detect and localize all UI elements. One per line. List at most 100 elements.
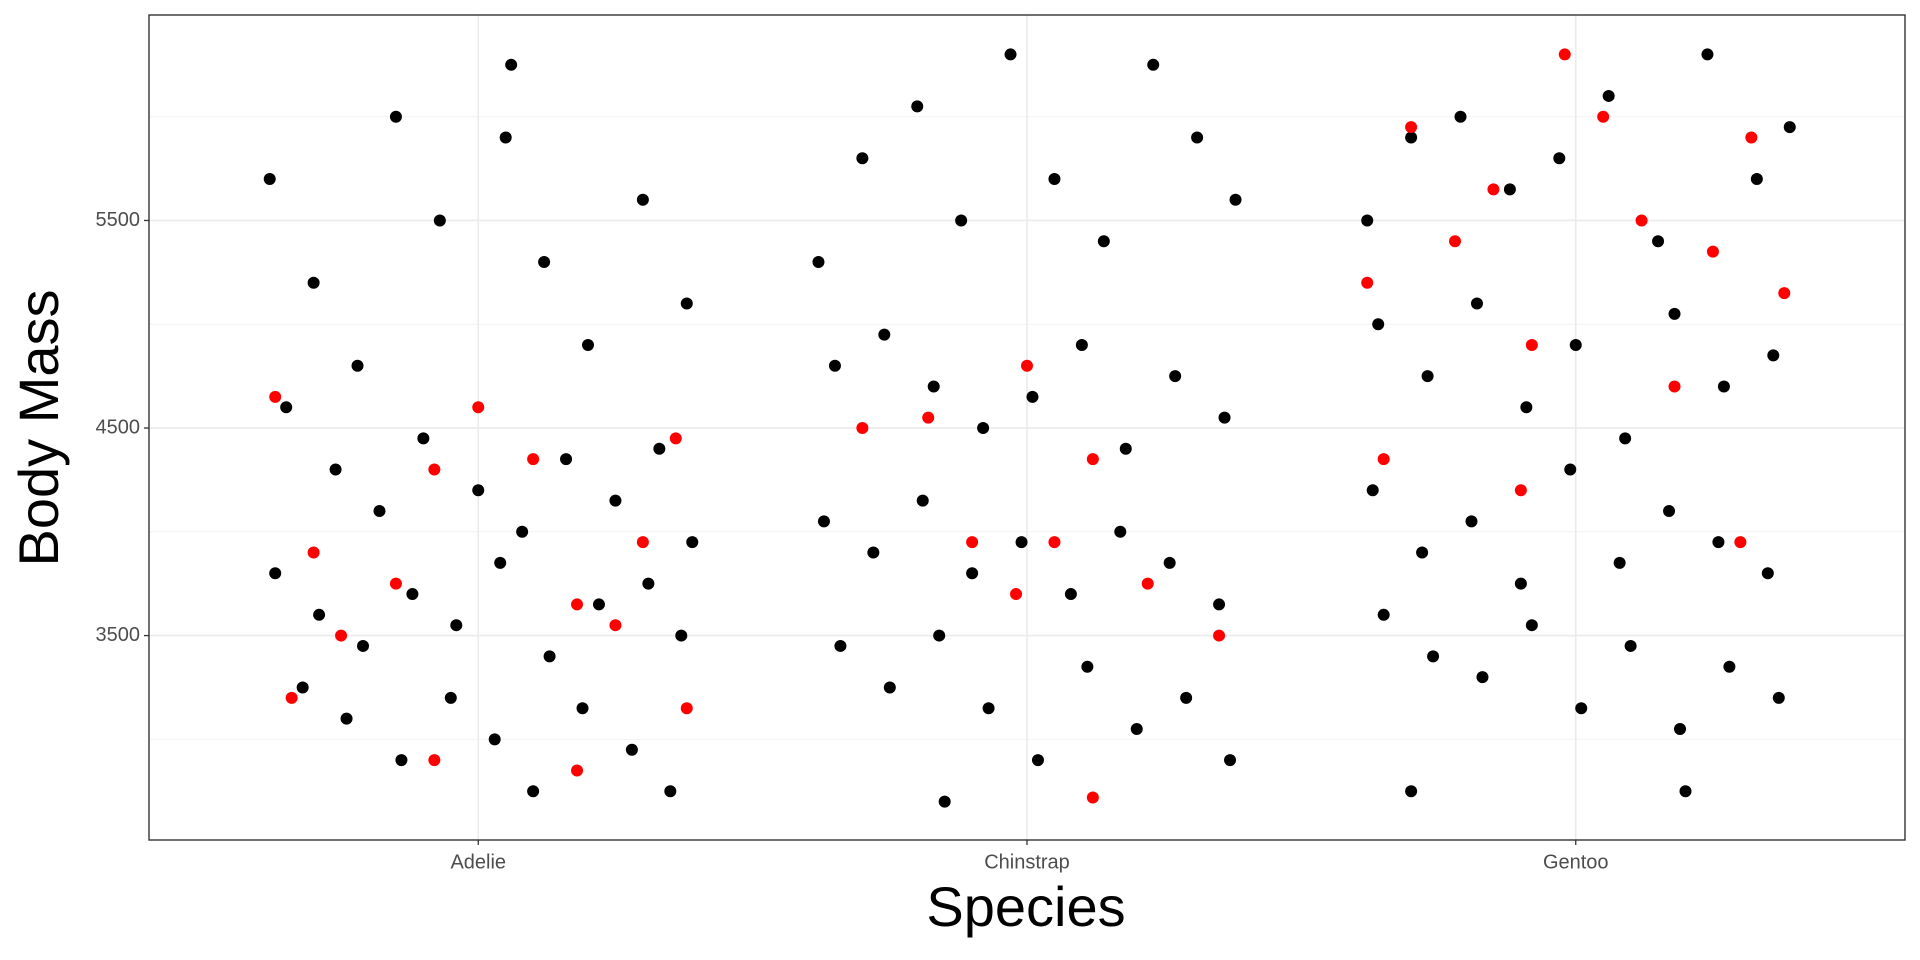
point [340,712,353,725]
point [1015,536,1028,549]
point [1767,349,1780,362]
point [933,629,946,642]
point [625,743,638,756]
point [966,536,979,549]
point [1086,453,1099,466]
point [1712,536,1725,549]
y-axis-title: Body Mass [7,290,70,567]
point [1405,121,1418,134]
point [1229,193,1242,206]
point [263,172,276,185]
point [1141,577,1154,590]
point [1416,546,1429,559]
point [1180,691,1193,704]
point [664,785,677,798]
point [1361,214,1374,227]
point [1514,577,1527,590]
point [878,328,891,341]
point [1487,183,1500,196]
point [927,380,940,393]
point [428,463,441,476]
point [307,546,320,559]
point [494,556,507,569]
point [856,152,869,165]
point [488,733,501,746]
point [911,100,924,113]
point [269,567,282,580]
point [472,401,485,414]
point [516,525,529,538]
point [1761,567,1774,580]
point [269,390,282,403]
point [1723,660,1736,673]
y-tick-label: 5500 [96,209,141,231]
x-axis-title: Species [926,875,1125,938]
point [560,453,573,466]
point [1465,515,1478,528]
point [669,432,682,445]
point [1130,722,1143,735]
point [1377,608,1390,621]
point [653,442,666,455]
point [543,650,556,663]
point [642,577,655,590]
x-tick-label: Adelie [450,851,506,873]
point [527,453,540,466]
point [1449,235,1462,248]
point [1624,639,1637,652]
point [592,598,605,611]
point [680,297,693,310]
point [576,702,589,715]
point [505,58,518,71]
point [472,484,485,497]
point [1503,183,1516,196]
point [571,764,584,777]
point [1114,525,1127,538]
point [307,276,320,289]
point [428,754,441,767]
point [417,432,430,445]
point [499,131,512,144]
point [1514,484,1527,497]
point [335,629,348,642]
point [329,463,342,476]
point [389,577,402,590]
point [357,639,370,652]
point [296,681,309,694]
point [1734,536,1747,549]
point [1021,359,1033,372]
point [1564,463,1577,476]
point [1613,556,1626,569]
point [1031,754,1044,767]
point [406,588,419,601]
point [1213,598,1226,611]
point [1213,629,1226,642]
point [1553,152,1566,165]
point [1405,785,1418,798]
point [1772,691,1785,704]
point [1663,505,1676,518]
point [1470,297,1483,310]
point [1081,660,1094,673]
point [966,567,979,580]
point [1717,380,1730,393]
point [280,401,293,414]
point [1372,318,1385,331]
point [1163,556,1176,569]
point [1048,536,1061,549]
point [1405,131,1418,144]
point [1701,48,1714,61]
point [571,598,584,611]
point [395,754,408,767]
point [609,619,622,632]
point [373,505,386,518]
point [1569,339,1582,351]
point [1004,48,1017,61]
point [1169,370,1182,383]
point [1635,214,1648,227]
point [433,214,446,227]
point [444,691,457,704]
point [1619,432,1632,445]
point [922,411,935,424]
